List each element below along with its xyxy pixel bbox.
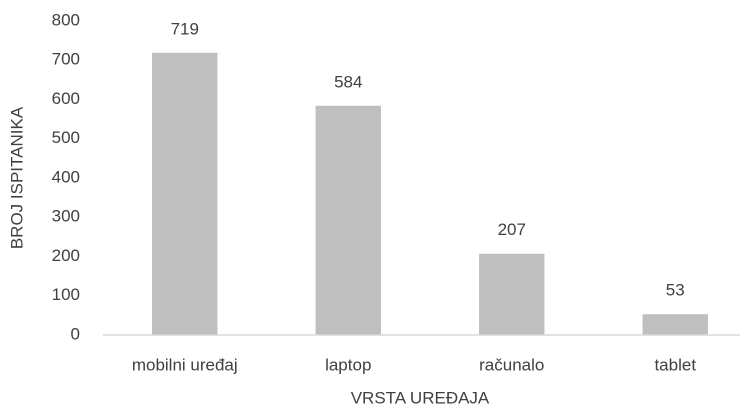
y-tick-label: 800 — [52, 10, 80, 29]
y-axis-label: BROJ ISPITANIKA — [7, 106, 26, 249]
bar — [642, 314, 708, 335]
value-label: 53 — [666, 281, 685, 300]
value-label: 719 — [171, 19, 199, 38]
y-tick-label: 400 — [52, 167, 80, 186]
x-axis-label: VRSTA UREĐAJA — [351, 388, 490, 407]
value-label: 207 — [498, 220, 526, 239]
x-tick-label: tablet — [654, 355, 696, 374]
y-tick-label: 0 — [71, 324, 80, 343]
y-tick-label: 500 — [52, 128, 80, 147]
y-tick-label: 100 — [52, 285, 80, 304]
y-tick-label: 700 — [52, 50, 80, 69]
value-label: 584 — [334, 72, 362, 91]
x-tick-label: računalo — [479, 355, 544, 374]
bar — [315, 105, 381, 335]
y-tick-label: 300 — [52, 207, 80, 226]
y-tick-label: 200 — [52, 246, 80, 265]
y-tick-label: 600 — [52, 89, 80, 108]
x-tick-label: mobilni uređaj — [132, 355, 238, 374]
bar — [152, 52, 218, 335]
x-tick-label: laptop — [325, 355, 371, 374]
bar — [479, 253, 545, 335]
